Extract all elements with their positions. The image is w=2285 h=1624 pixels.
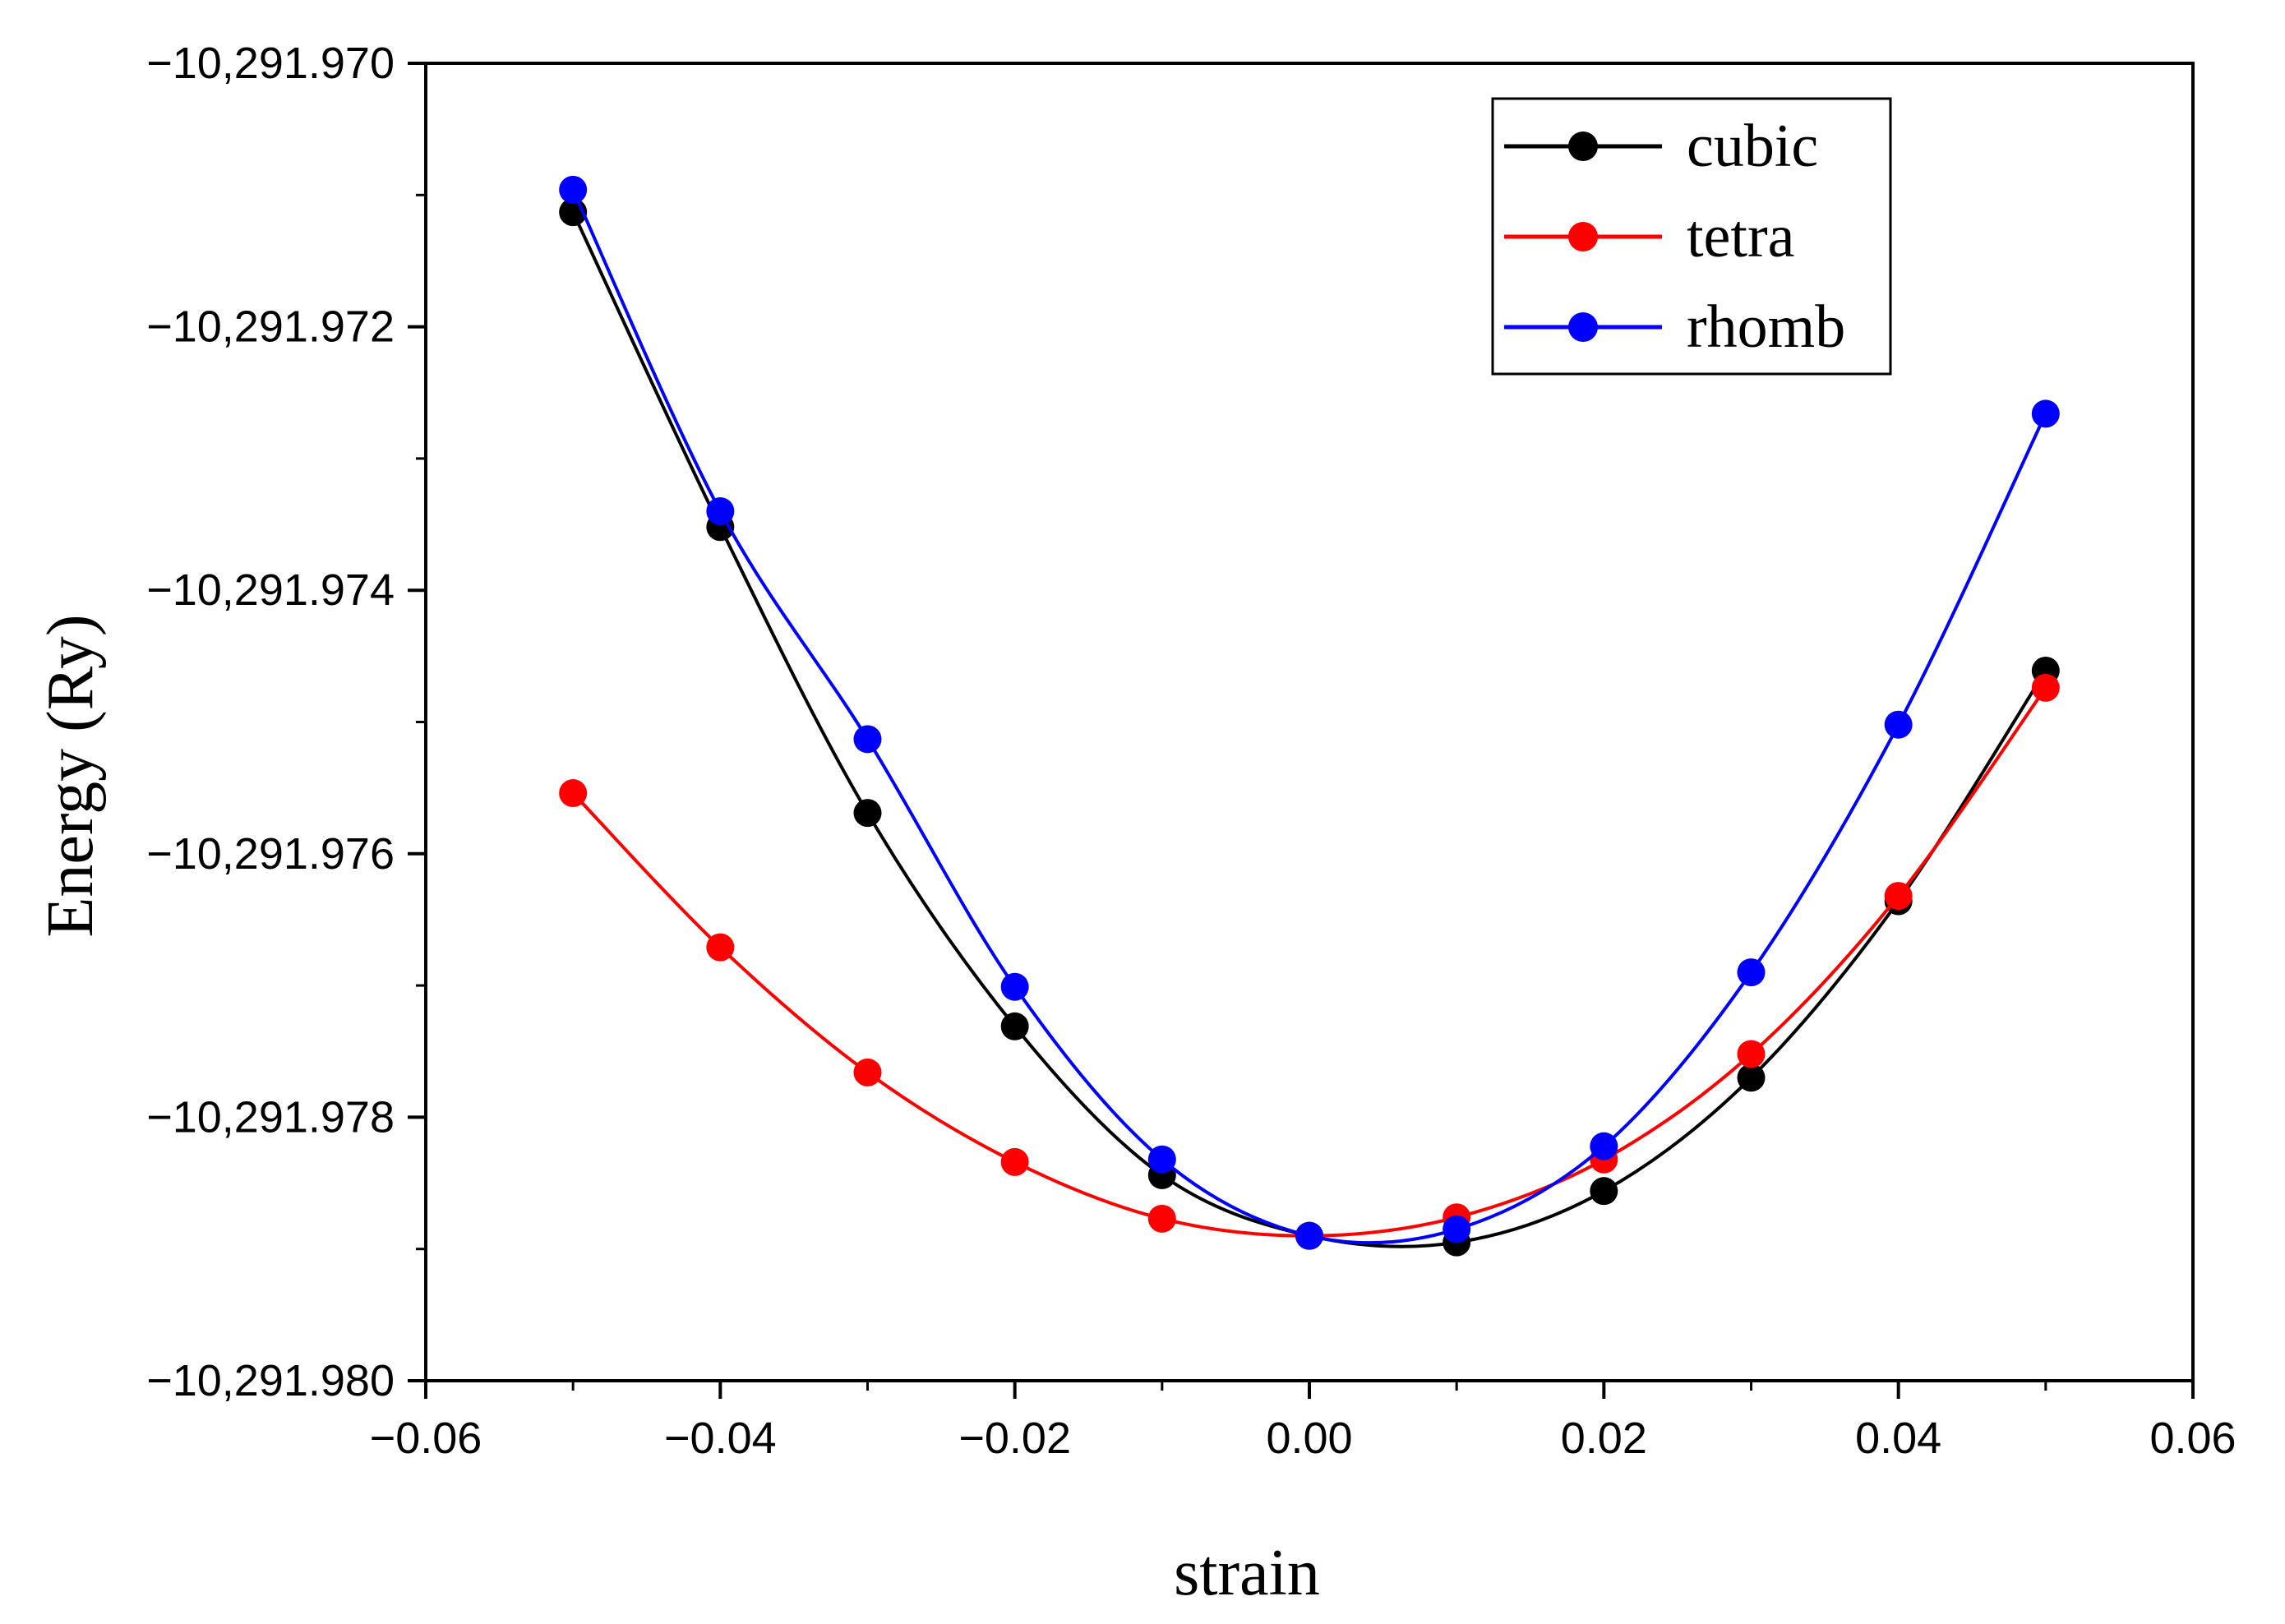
legend-item-tetra[interactable]: tetra	[1504, 203, 1794, 270]
data-point-cubic	[853, 799, 882, 828]
legend-swatch-marker	[1568, 222, 1598, 251]
data-point-tetra	[1737, 1040, 1766, 1068]
data-point-rhomb	[1295, 1221, 1323, 1250]
data-point-cubic	[1737, 1063, 1766, 1092]
data-point-cubic	[1000, 1012, 1029, 1040]
y-tick-label: −10,291.972	[146, 302, 395, 352]
legend[interactable]: cubic tetra rhomb	[1491, 97, 1892, 376]
series-tetra	[559, 673, 2060, 1250]
x-tick-label: −0.04	[664, 1414, 777, 1463]
x-tick-label: 0.02	[1561, 1414, 1647, 1463]
x-tick-label: −0.06	[370, 1414, 482, 1463]
x-tick-label: 0.04	[1855, 1414, 1941, 1463]
data-point-tetra	[2031, 673, 2060, 702]
x-tick-label: 0.00	[1266, 1414, 1352, 1463]
data-point-rhomb	[1590, 1132, 1618, 1160]
series-line-rhomb	[571, 189, 2047, 1245]
y-tick-label: −10,291.974	[146, 565, 395, 615]
legend-swatch-marker	[1568, 312, 1598, 342]
data-point-rhomb	[1737, 958, 1766, 987]
legend-label: rhomb	[1687, 293, 1845, 361]
x-tick-label: 0.06	[2149, 1414, 2236, 1463]
data-point-rhomb	[706, 497, 735, 526]
y-tick-label: −10,291.970	[146, 39, 395, 88]
data-point-rhomb	[1884, 710, 1913, 739]
x-tick-label: −0.02	[958, 1414, 1071, 1463]
data-point-cubic	[1590, 1177, 1618, 1206]
data-point-rhomb	[853, 725, 882, 754]
x-tick-labels: −0.06 −0.04 −0.02 0.00 0.02 0.04 0.06	[370, 1414, 2237, 1463]
data-point-tetra	[853, 1058, 882, 1087]
data-point-rhomb	[1147, 1145, 1176, 1174]
data-point-rhomb	[1443, 1215, 1471, 1243]
y-tick-labels: −10,291.970 −10,291.972 −10,291.974 −10,291…	[146, 39, 395, 1405]
data-point-tetra	[706, 933, 735, 962]
legend-item-cubic[interactable]: cubic	[1504, 113, 1818, 180]
data-point-tetra	[1000, 1147, 1029, 1176]
y-axis-title: Energy (Ry)	[35, 614, 107, 937]
legend-label: tetra	[1687, 203, 1794, 270]
y-tick-label: −10,291.978	[146, 1092, 395, 1142]
y-tick-label: −10,291.976	[146, 829, 395, 879]
y-tick-label: −10,291.980	[146, 1356, 395, 1405]
data-point-tetra	[1884, 882, 1913, 911]
plot-frame	[424, 62, 2195, 1382]
data-point-tetra	[559, 779, 588, 808]
legend-label: cubic	[1687, 113, 1818, 180]
axis-ticks	[408, 62, 2195, 1399]
data-series	[559, 175, 2060, 1257]
legend-item-rhomb[interactable]: rhomb	[1504, 293, 1845, 361]
series-rhomb	[559, 175, 2060, 1250]
x-axis-title: strain	[1174, 1537, 1320, 1609]
data-point-rhomb	[559, 175, 588, 204]
series-line-tetra	[571, 686, 2047, 1238]
data-point-rhomb	[1000, 972, 1029, 1001]
plot-area	[424, 62, 2195, 1382]
series-line-cubic	[571, 211, 2047, 1248]
data-point-rhomb	[2031, 399, 2060, 428]
data-point-tetra	[1147, 1204, 1176, 1233]
legend-swatch-marker	[1568, 131, 1598, 161]
